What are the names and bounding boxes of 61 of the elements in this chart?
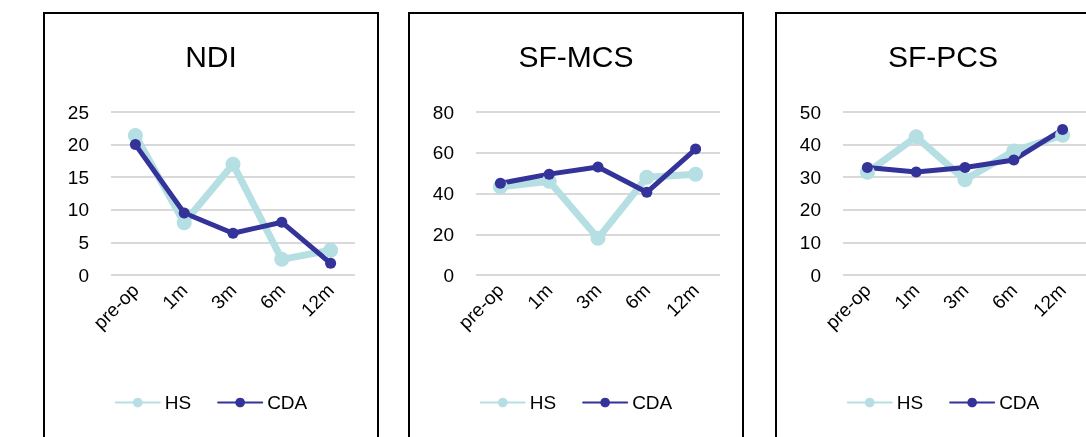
x-tick-label: 6m (620, 279, 655, 314)
point (1057, 124, 1069, 136)
y-tick-label: 0 (810, 264, 821, 286)
point (494, 177, 506, 189)
y-tick-label: 30 (799, 166, 821, 188)
y-tick-label: 40 (432, 183, 454, 204)
x-tick-label: 1m (158, 279, 192, 314)
y-tick-label: 25 (67, 101, 89, 123)
point (178, 207, 190, 219)
y-tick-label: 20 (67, 134, 89, 156)
y-tick-label: 80 (432, 101, 454, 123)
point (861, 161, 873, 173)
x-tick-label: 12m (1029, 279, 1071, 321)
point (688, 166, 704, 182)
point (639, 169, 655, 185)
legend-label: CDA (999, 392, 1040, 413)
legend-label: CDA (267, 392, 308, 413)
x-tick-label: 12m (297, 279, 339, 321)
x-tick-label: 3m (206, 279, 241, 314)
legend-label: HS (164, 392, 192, 413)
y-tick-label: 50 (799, 101, 821, 123)
x-tick-label: 6m (255, 279, 290, 314)
point (910, 166, 922, 178)
y-tick-label: 0 (78, 264, 89, 286)
y-tick-label: 5 (78, 231, 89, 253)
point (543, 168, 555, 180)
legend-label: CDA (632, 392, 673, 413)
y-tick-label: 40 (799, 134, 821, 156)
chart-title: NDI (185, 39, 237, 73)
point (129, 139, 141, 151)
x-tick-label: 6m (987, 279, 1022, 314)
x-tick-label: 1m (890, 279, 924, 314)
point (225, 156, 241, 172)
point (1008, 154, 1020, 166)
y-tick-label: 20 (799, 199, 821, 221)
chart-title: SF-MCS (518, 39, 634, 73)
point (957, 172, 973, 188)
point (323, 242, 339, 258)
point (276, 216, 288, 228)
x-tick-label: 3m (938, 279, 973, 314)
y-tick-label: 10 (799, 231, 821, 253)
point (590, 230, 606, 246)
legend-label: HS (529, 392, 557, 413)
point (274, 251, 290, 267)
y-tick-label: 15 (67, 166, 89, 188)
x-tick-label: 12m (662, 279, 704, 321)
point (227, 227, 239, 239)
y-tick-label: 10 (67, 199, 89, 221)
point (690, 143, 702, 155)
point (325, 257, 337, 269)
y-tick-label: 60 (432, 142, 454, 164)
point (908, 129, 924, 145)
chart-title: SF-PCS (887, 39, 999, 73)
y-tick-label: 20 (432, 223, 454, 245)
legend-label: HS (896, 392, 924, 413)
y-tick-label: 0 (443, 264, 454, 286)
x-tick-label: 3m (571, 279, 606, 314)
x-tick-label: 1m (523, 279, 557, 314)
point (592, 161, 604, 173)
point (641, 186, 653, 198)
point (959, 161, 971, 173)
